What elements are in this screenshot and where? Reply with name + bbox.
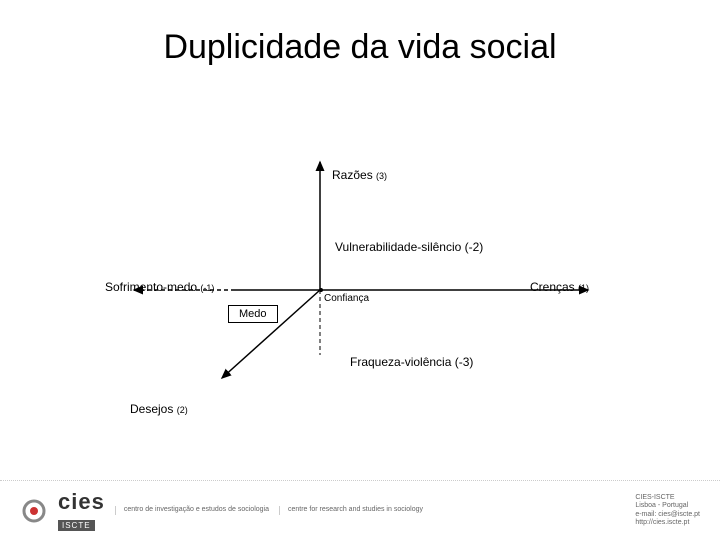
footer-sub-en: centre for research and studies in socio… [279,506,423,514]
footer-line: CIES-ISCTE [635,494,700,502]
label-sub: (2) [177,405,188,415]
footer-line: e-mail: cies@iscte.pt [635,511,700,519]
footer-logo-block: cies ISCTE [58,489,105,533]
label-vulnerabilidade: Vulnerabilidade-silêncio (-2) [335,240,483,254]
footer-line: Lisboa - Portugal [635,502,700,510]
label-confianca: Confiança [324,293,369,304]
label-text: Razões [332,168,373,182]
label-razoes: Razões (3) [332,168,387,182]
axis-diagram: Razões (3) Vulnerabilidade-silêncio (-2)… [120,140,600,420]
label-desejos: Desejos (2) [130,402,188,416]
footer-left: cies ISCTE centro de investigação e estu… [20,489,423,533]
label-sub: (-1) [200,283,214,293]
label-text: Sofrimento-medo [105,280,197,294]
footer-logo-icon [20,497,48,525]
iscte-badge: ISCTE [58,520,95,531]
label-text: Desejos [130,402,173,416]
label-crencas: Crenças (1) [530,280,589,294]
footer-logo-text: cies [58,489,105,515]
label-text: Crenças [530,280,575,294]
footer-sub-pt: centro de investigação e estudos de soci… [115,506,269,514]
medo-box: Medo [228,305,278,323]
page-title: Duplicidade da vida social [0,28,720,67]
footer: cies ISCTE centro de investigação e estu… [0,480,720,540]
label-sofrimento: Sofrimento-medo (-1) [105,280,214,294]
footer-right: CIES-ISCTE Lisboa - Portugal e-mail: cie… [635,494,700,528]
label-sub: (3) [376,171,387,181]
label-sub: (1) [578,283,589,293]
footer-line: http://cies.iscte.pt [635,519,700,527]
label-fraqueza: Fraqueza-violência (-3) [350,355,473,369]
